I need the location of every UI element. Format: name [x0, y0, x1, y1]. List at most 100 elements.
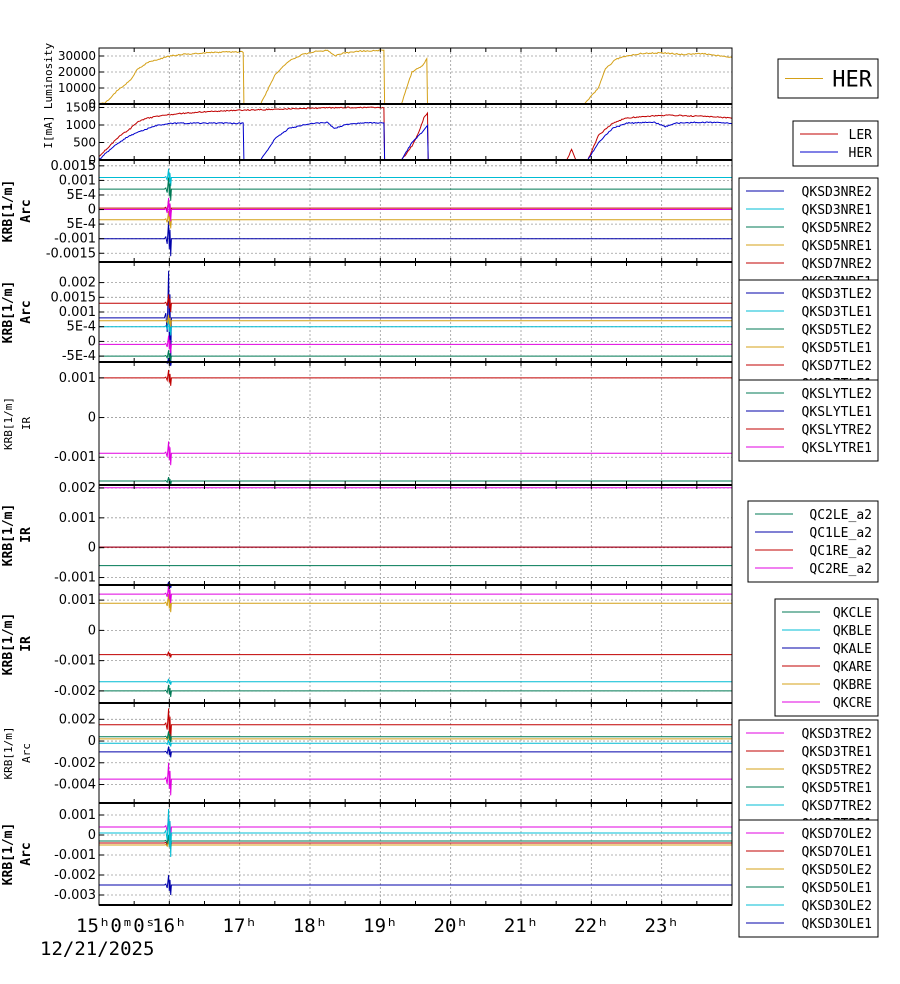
legend-label-QKSD7TLE2: QKSD7TLE2	[802, 359, 872, 374]
y-axis-label: Arc	[19, 300, 34, 323]
panel-frame	[98, 103, 733, 161]
legend-label-QKSD7NRE2: QKSD7NRE2	[802, 257, 872, 272]
legend-label-QKSD7OLE1: QKSD7OLE1	[802, 845, 872, 860]
series-line-QKSLYTLE2	[99, 476, 732, 486]
series-line-LER	[98, 106, 733, 161]
legend-label-QC1LE_a2: QC1LE_a2	[809, 526, 872, 541]
y-tick-label: -0.001	[54, 571, 96, 586]
y-tick-label: -0.001	[54, 654, 96, 669]
y-tick-label: 0.0015	[51, 159, 97, 174]
y-tick-label: 0.002	[59, 276, 96, 291]
legend-box	[792, 120, 879, 167]
legend-label-HER: HER	[849, 146, 873, 161]
y-tick-label: -0.002	[54, 684, 96, 699]
y-tick-label: 0	[88, 97, 96, 111]
y-tick-label: -0.0015	[46, 246, 96, 261]
legend-label-QKBLE: QKBLE	[833, 624, 872, 639]
x-tick-label: 20ʰ	[434, 915, 468, 937]
series-line-QKSD3NRE1	[99, 168, 732, 187]
legend-label-QKCRE: QKCRE	[833, 696, 872, 711]
legend-label-LER: LER	[849, 128, 873, 143]
series-line-QKSD7TLE1	[99, 335, 732, 354]
y-axis-label: Arc	[20, 743, 33, 763]
series-line-QKBRE	[99, 594, 732, 613]
legend-label-QKSD3TRE2: QKSD3TRE2	[802, 727, 872, 742]
y-axis-label: IR	[20, 417, 33, 431]
legend-label-QKSD5TRE1: QKSD5TRE1	[802, 781, 872, 796]
series-line-QKSD3TRE1	[99, 708, 732, 742]
y-tick-label: 500	[73, 136, 96, 150]
y-tick-label: -0.004	[54, 778, 96, 793]
y-tick-label: 0	[88, 153, 96, 167]
legend-label-QKSD5OLE1: QKSD5OLE1	[802, 881, 872, 896]
series-line-QKSD3TRE2	[99, 762, 732, 796]
x-tick-label: 16ʰ	[152, 915, 186, 937]
legend-box	[738, 819, 879, 938]
date-label: 12/21/2025	[40, 938, 154, 960]
series-line-QKSLYTRE1	[99, 441, 732, 466]
x-tick-label: 22ʰ	[574, 915, 608, 937]
y-tick-label: 0.001	[59, 173, 96, 188]
series-line-HER	[98, 49, 733, 105]
legend-label-QKBRE: QKBRE	[833, 678, 872, 693]
legend-label-QKSD7OLE2: QKSD7OLE2	[802, 827, 872, 842]
legend-box	[738, 279, 879, 398]
grid-layer	[99, 48, 732, 905]
legend-label-QKSD3TLE2: QKSD3TLE2	[802, 287, 872, 302]
y-axis-label: KRB[1/m]	[1, 180, 16, 243]
series-line-QKSD5OLE2	[99, 840, 732, 850]
axes-layer: 0100002000030000050010001500-0.0015-0.00…	[46, 47, 733, 906]
series-layer	[98, 49, 733, 896]
series-line-QKSD3NRE2	[99, 221, 732, 257]
x-tick-label: 23ʰ	[645, 915, 679, 937]
legend-label-HER: HER	[832, 68, 872, 93]
x-tick-label: 21ʰ	[504, 915, 538, 937]
legend-label-QKSD3TRE1: QKSD3TRE1	[802, 745, 872, 760]
legend-label-QKSD5OLE2: QKSD5OLE2	[802, 863, 872, 878]
series-line-QKCRE	[99, 584, 732, 604]
y-axis-label: I[mA]	[42, 115, 55, 148]
series-line-QKSD5NRE2	[99, 177, 732, 201]
series-line-QKSD3OLE1	[99, 874, 732, 896]
legend-label-QKSD3NRE1: QKSD3NRE1	[802, 203, 872, 218]
y-tick-label: 0.001	[59, 511, 96, 526]
panel-frame	[98, 159, 733, 263]
y-tick-label: -5E-4	[62, 349, 96, 364]
y-tick-label: 30000	[58, 49, 96, 63]
legend-label-QC1RE_a2: QC1RE_a2	[809, 544, 872, 559]
legend-label-QKSD5TRE2: QKSD5TRE2	[802, 763, 872, 778]
y-axis-label: KRB[1/m]	[1, 823, 16, 886]
legend-label-QKSD3OLE1: QKSD3OLE1	[802, 917, 872, 932]
y-tick-label: -0.002	[54, 868, 96, 883]
x-tick-label: 15ʰ0ᵐ0ˢ	[76, 915, 156, 937]
y-axis-label: Luminosity	[42, 43, 55, 110]
y-tick-label: 0	[88, 203, 96, 218]
y-axis-label: IR	[19, 636, 34, 652]
x-tick-label: 19ʰ	[363, 915, 397, 937]
series-line-QKSD3OLE2	[99, 808, 732, 858]
x-tick-label: 18ʰ	[293, 915, 327, 937]
x-tick-label: 17ʰ	[223, 915, 257, 937]
legends-layer: HER LER HER QKSD3NRE2 QKSD3NRE1 QKSD5NRE2 QKSD…	[738, 58, 879, 938]
legend-label-QKSD5TLE1: QKSD5TLE1	[802, 341, 872, 356]
series-line-QKSLYTRE2	[99, 369, 732, 386]
y-axis-label: KRB[1/m]	[2, 727, 15, 780]
legend-label-QKSD3TLE1: QKSD3TLE1	[802, 305, 872, 320]
series-line-QKSD3TLE1	[99, 317, 732, 336]
legend-label-QKSD5NRE2: QKSD5NRE2	[802, 221, 872, 236]
y-tick-label: 10000	[58, 81, 96, 95]
series-line-QKSD7NRE1	[99, 197, 732, 222]
y-tick-label: 0.001	[59, 371, 96, 386]
y-axis-label: Arc	[19, 199, 34, 222]
y-tick-label: 0.001	[59, 593, 96, 608]
series-line-QKSD5NRE1	[99, 210, 732, 229]
panel-frame	[98, 702, 733, 804]
y-tick-label: 0	[88, 828, 96, 843]
y-tick-label: -0.003	[54, 888, 96, 903]
panel-frame	[98, 802, 733, 906]
y-tick-label: 0.002	[59, 481, 96, 496]
legend-label-QKALE: QKALE	[833, 642, 872, 657]
series-line-QKSD7TLE2	[99, 294, 732, 313]
